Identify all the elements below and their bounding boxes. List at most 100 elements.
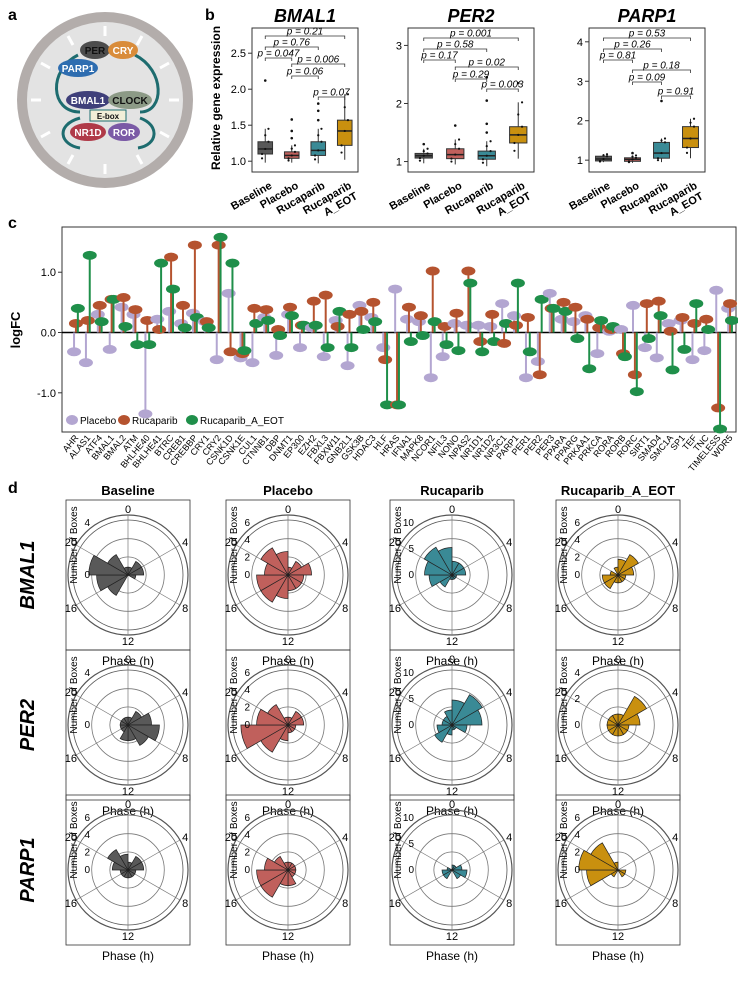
rose-wedge: [613, 861, 619, 872]
rose-frame: [225, 649, 351, 801]
rose-spoke: [75, 724, 129, 756]
rose-rtick-label: 6: [244, 518, 250, 529]
lollipop-dot-placebo: [507, 311, 522, 321]
box-point: [656, 157, 660, 160]
rose-rtick-label: 4: [244, 535, 250, 546]
rose-column-title: Rucaparib: [420, 483, 484, 498]
rose-rtick-label: 2: [574, 848, 580, 859]
box-point: [605, 153, 609, 156]
box-point: [264, 134, 267, 137]
rose-wedge: [88, 554, 130, 576]
rose-wedge: [267, 704, 289, 726]
rose-spoke: [287, 869, 341, 901]
rose-wedge: [617, 695, 648, 726]
rose-wedge: [434, 724, 453, 743]
lollipop-dot-rucaparib: [663, 326, 678, 336]
rose-spoke: [127, 869, 181, 901]
box-point: [340, 151, 343, 154]
lollipop-dot-rucaparib: [532, 370, 547, 380]
box-point: [293, 150, 297, 153]
rose-plot-bmal1-1: 0 4 8 12 16 20 0 2 4 6 Number of Boxes Phase (h): [225, 499, 351, 668]
box-point: [692, 117, 696, 120]
rose-hour-label: 16: [389, 898, 401, 910]
rose-hour-label: 16: [389, 603, 401, 615]
rose-hour-label: 12: [446, 931, 458, 943]
lollipop-dot-eot: [415, 331, 430, 341]
box-point: [631, 158, 634, 161]
rose-ylabel: Number of Boxes: [393, 506, 404, 583]
rose-wedge: [613, 566, 619, 577]
rose-hour-label: 8: [672, 603, 678, 615]
rose-wedge: [119, 853, 129, 872]
legend-label: Rucaparib: [132, 416, 178, 427]
pval-label: p = 0.18: [642, 61, 680, 72]
box-point: [454, 143, 457, 146]
pval-bracket: [423, 59, 456, 63]
box-point: [602, 157, 605, 161]
rose-column-title: Rucaparib_A_EOT: [561, 483, 675, 498]
box-point: [489, 140, 492, 143]
box-ytick-label: 2: [396, 98, 402, 110]
lollipop-dot-rucaparib: [556, 297, 571, 307]
rose-hour-label: 8: [672, 753, 678, 765]
lollipop-dot-rucaparib: [283, 302, 298, 312]
rose-ylabel: Number of Boxes: [559, 801, 570, 878]
rose-spoke: [127, 574, 181, 606]
rose-rtick-label: 10: [403, 518, 415, 529]
lollipop-dot-placebo: [78, 358, 93, 368]
rose-hour-label: 4: [672, 537, 678, 549]
rose-row-title: PARP1: [17, 837, 39, 902]
rose-rtick-label: 0: [574, 720, 580, 731]
box-frame: [251, 27, 359, 173]
lollipop-dot-placebo: [614, 325, 629, 334]
rose-xlabel: Phase (h): [262, 654, 314, 668]
legend-label: Placebo: [80, 416, 117, 427]
lollipop-frame: [61, 226, 737, 433]
rose-hour-label: 4: [182, 687, 188, 699]
pval-label: p = 0.58: [436, 40, 474, 51]
rose-wedge: [586, 869, 620, 887]
box-point: [517, 113, 520, 116]
lollipop-dot-placebo: [447, 318, 462, 328]
rose-hour-label: 20: [65, 832, 77, 844]
pval-bracket: [486, 88, 519, 92]
lollipop-dot-eot: [403, 337, 418, 347]
nr1d-node: [70, 123, 106, 141]
lollipop-dot-eot: [154, 258, 169, 268]
rose-hour-label: 12: [282, 931, 294, 943]
rose-rtick-label: 0: [574, 865, 580, 876]
rose-hour-label: 16: [65, 753, 77, 765]
lollipop-dot-rucaparib: [473, 337, 488, 347]
rose-hour-label: 8: [182, 898, 188, 910]
pval-label: p = 0.07: [312, 88, 350, 99]
box-point: [513, 141, 516, 145]
lollipop-dot-placebo: [709, 285, 724, 295]
rose-hour-label: 16: [65, 898, 77, 910]
panel-label-b: b: [205, 7, 215, 24]
pval-label: p = 0.29: [452, 70, 490, 81]
panel-label-c: c: [8, 215, 17, 232]
rose-wedge: [436, 724, 454, 733]
rose-spoke: [617, 869, 671, 901]
lollipop-dot-rucaparib: [520, 312, 535, 322]
parp1-node: [58, 59, 98, 77]
lollipop-dot-placebo: [590, 349, 605, 359]
lollipop-dot-rucaparib: [330, 321, 345, 331]
lollipop-dot-rucaparib: [568, 302, 583, 312]
pval-bracket: [632, 81, 662, 85]
rose-hour-label: 12: [446, 786, 458, 798]
rose-wedge: [616, 713, 641, 726]
pval-label: p = 0.81: [599, 51, 636, 62]
box-frame: [407, 27, 535, 173]
box-frame: [588, 27, 706, 173]
box-point: [260, 152, 264, 156]
lollipop-dot-rucaparib: [68, 318, 83, 328]
box-point: [450, 157, 453, 160]
rose-hour-label: 0: [449, 654, 455, 666]
rose-hour-label: 12: [612, 636, 624, 648]
lollipop-dot-eot: [534, 294, 549, 304]
box-point: [317, 149, 320, 152]
lollipop-dot-eot: [165, 284, 180, 294]
rose-hour-label: 8: [672, 898, 678, 910]
lollipop-dot-placebo: [209, 355, 224, 365]
